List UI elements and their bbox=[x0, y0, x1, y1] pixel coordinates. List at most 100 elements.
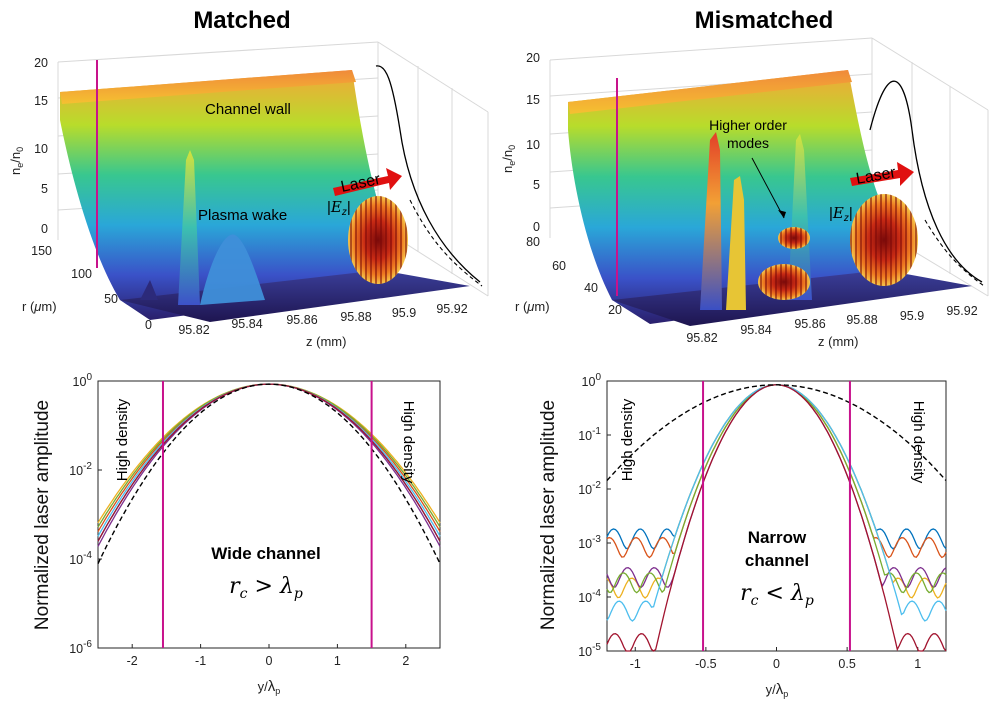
svg-text:95.92: 95.92 bbox=[946, 304, 977, 318]
x-tick-label: 0.5 bbox=[838, 657, 855, 671]
plasma-wake-label: Plasma wake bbox=[198, 207, 287, 224]
svg-text:20: 20 bbox=[526, 51, 540, 65]
reference-curve bbox=[606, 384, 947, 481]
svg-text:20: 20 bbox=[608, 303, 622, 317]
ez-label: |Ez| bbox=[327, 198, 351, 218]
wake-spike-3 bbox=[788, 134, 812, 300]
y-tick-label: 10-2 bbox=[578, 480, 601, 497]
svg-text:95.84: 95.84 bbox=[231, 317, 262, 331]
z-axis-ticks-mismatched: 20 15 10 5 0 bbox=[526, 51, 540, 234]
y-tick-label: 100 bbox=[73, 372, 93, 389]
y-tick-label: 10-6 bbox=[69, 639, 92, 656]
svg-text:95.82: 95.82 bbox=[178, 323, 209, 337]
wide-channel-label: Wide channel bbox=[211, 544, 320, 563]
laser-label: Laser bbox=[855, 164, 898, 188]
y-tick-label: 10-3 bbox=[578, 534, 601, 551]
ez-label: |Ez| bbox=[829, 204, 853, 224]
y-tick-label: 10-5 bbox=[578, 642, 601, 659]
ez-field-blob bbox=[850, 194, 918, 286]
svg-text:5: 5 bbox=[41, 182, 48, 196]
svg-text:95.92: 95.92 bbox=[436, 302, 467, 316]
svg-text:95.86: 95.86 bbox=[286, 313, 317, 327]
x-tick-label: -1 bbox=[195, 654, 206, 668]
y-tick-label: 10-2 bbox=[69, 461, 92, 478]
x-axis-ticks-matched: 95.82 95.84 95.86 95.88 95.9 95.92 bbox=[178, 302, 467, 337]
x-tick-label: 0 bbox=[773, 657, 780, 671]
xlabel-wide: y/λp bbox=[258, 678, 281, 696]
panel-matched-3d: Matched bbox=[8, 7, 489, 349]
svg-text:50: 50 bbox=[104, 292, 118, 306]
higher-order-pointer bbox=[751, 157, 785, 219]
density-profile-solid bbox=[869, 80, 983, 283]
x-axis-ticks-mismatched: 95.82 95.84 95.86 95.88 95.9 95.92 bbox=[686, 304, 977, 345]
channel-edges-narrow bbox=[702, 381, 851, 651]
svg-text:15: 15 bbox=[34, 94, 48, 108]
density-profile-dashed bbox=[924, 219, 985, 287]
svg-text:95.9: 95.9 bbox=[900, 309, 924, 323]
channel-wall-top bbox=[60, 70, 356, 104]
curves-wide bbox=[97, 383, 441, 564]
channel-edges-wide bbox=[161, 381, 373, 648]
plot-frame-wide bbox=[97, 380, 441, 649]
channel-label: channel bbox=[745, 551, 809, 570]
svg-text:10: 10 bbox=[34, 142, 48, 156]
svg-text:0: 0 bbox=[41, 222, 48, 236]
rlabel-matched: r (μm) bbox=[22, 299, 57, 314]
zlabel-matched: ne/n0 bbox=[8, 147, 25, 175]
svg-text:150: 150 bbox=[31, 244, 52, 258]
ylabel-narrow: Normalized laser amplitude bbox=[538, 400, 559, 630]
x-tick-label: 1 bbox=[914, 657, 921, 671]
channel-wall-surface bbox=[60, 70, 380, 320]
panel-narrow-channel: -1 -0.5 0 0.5 1 10-5 10-4 10-3 10-2 10-1 100 Norma… bbox=[538, 372, 947, 699]
wake-spike-1 bbox=[700, 132, 722, 310]
high-density-left: High density bbox=[114, 398, 131, 481]
svg-text:40: 40 bbox=[584, 281, 598, 295]
svg-text:95.84: 95.84 bbox=[740, 323, 771, 337]
curves-narrow bbox=[606, 384, 947, 652]
y-tick-label: 100 bbox=[582, 372, 602, 389]
y-tick-label: 10-4 bbox=[578, 588, 601, 605]
laser-arrow bbox=[333, 168, 402, 196]
y-tick-label: 10-1 bbox=[578, 426, 601, 443]
high-density-left: High density bbox=[619, 398, 636, 481]
channel-wall-label: Channel wall bbox=[205, 101, 291, 118]
svg-text:95.88: 95.88 bbox=[846, 313, 877, 327]
r-axis-ticks-mismatched: 80 60 40 20 bbox=[526, 235, 622, 317]
svg-text:5: 5 bbox=[533, 178, 540, 192]
high-density-right: High density bbox=[400, 401, 417, 484]
x-tick-label: 2 bbox=[402, 654, 409, 668]
channel-wall-top bbox=[568, 70, 852, 114]
plot-frame-narrow bbox=[606, 380, 947, 652]
svg-text:80: 80 bbox=[526, 235, 540, 249]
wake-spike-2 bbox=[726, 176, 746, 310]
density-profile-solid bbox=[375, 65, 481, 283]
svg-text:95.86: 95.86 bbox=[794, 317, 825, 331]
svg-text:20: 20 bbox=[34, 56, 48, 70]
plasma-wake-bump bbox=[200, 234, 265, 305]
svg-text:0: 0 bbox=[145, 318, 152, 332]
x-tick-label: -0.5 bbox=[695, 657, 717, 671]
panel-wide-channel: -2 -1 0 1 2 10-6 10-4 10-2 100 Normalized laser … bbox=[32, 372, 441, 696]
x-tick-label: 0 bbox=[266, 654, 273, 668]
high-density-right: High density bbox=[910, 401, 927, 484]
laser-arrow bbox=[850, 162, 914, 186]
ylabel-wide: Normalized laser amplitude bbox=[32, 400, 53, 630]
svg-text:0: 0 bbox=[533, 220, 540, 234]
ticks-narrow: -1 -0.5 0 0.5 1 10-5 10-4 10-3 10-2 10-1 100 bbox=[578, 372, 921, 671]
xlabel-narrow: y/λp bbox=[766, 681, 789, 699]
ticks-wide: -2 -1 0 1 2 10-6 10-4 10-2 100 bbox=[69, 372, 409, 668]
plasma-wake-spike bbox=[178, 150, 200, 305]
svg-text:95.88: 95.88 bbox=[340, 310, 371, 324]
zlabel-mismatched: ne/n0 bbox=[500, 145, 517, 173]
density-profile-dashed bbox=[409, 199, 483, 287]
reference-curve bbox=[97, 383, 441, 564]
narrow-label: Narrow bbox=[748, 528, 807, 547]
ez-field-blob bbox=[348, 196, 408, 284]
svg-text:15: 15 bbox=[526, 93, 540, 107]
higher-order-blobs bbox=[758, 227, 810, 300]
z-axis-ticks-matched: 20 15 10 5 0 bbox=[34, 56, 48, 236]
svg-text:10: 10 bbox=[526, 138, 540, 152]
svg-text:100: 100 bbox=[71, 267, 92, 281]
x-tick-label: -2 bbox=[127, 654, 138, 668]
